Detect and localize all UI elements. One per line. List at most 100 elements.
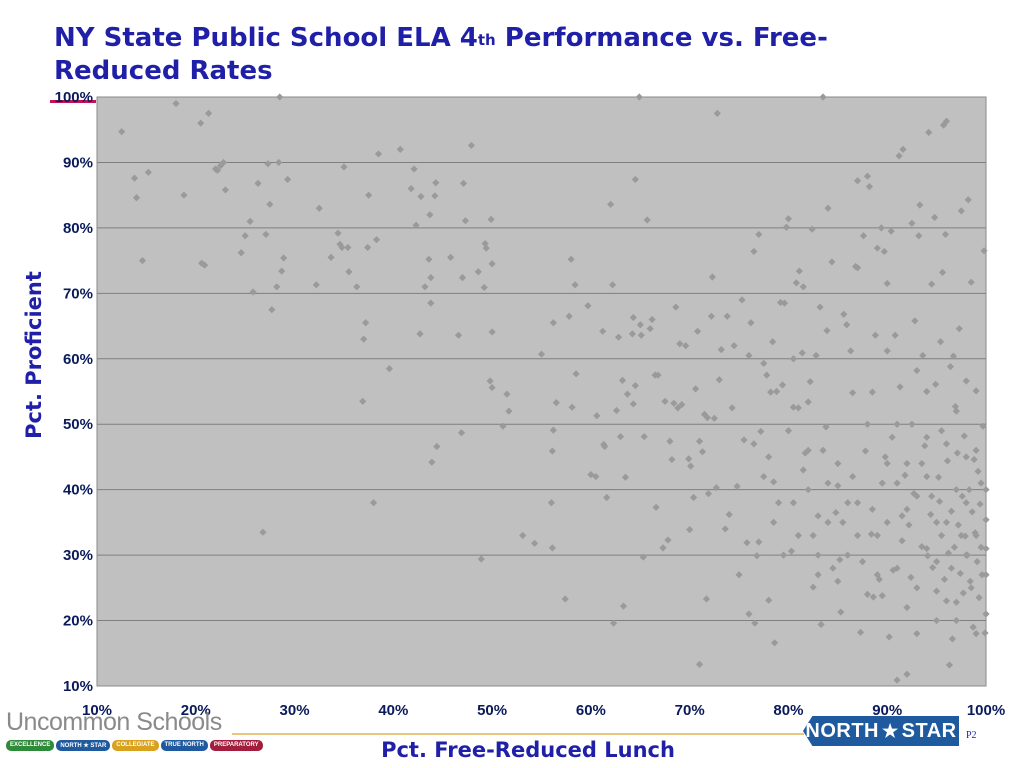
data-point (824, 204, 832, 212)
data-point (957, 531, 965, 540)
data-point (814, 571, 822, 579)
y-tick-label: 50% (63, 416, 93, 433)
data-point (977, 543, 985, 551)
data-point (659, 544, 667, 552)
title-rest: Performance vs. Free-Reduced Rates (54, 23, 828, 86)
data-point (915, 232, 923, 240)
data-point (686, 525, 694, 534)
data-point (552, 399, 560, 407)
data-point (499, 422, 507, 430)
data-point (878, 592, 886, 600)
data-point (808, 225, 816, 233)
data-point (474, 268, 482, 276)
data-point (205, 109, 213, 117)
data-point (819, 93, 827, 101)
data-point (704, 489, 713, 498)
data-point (937, 531, 946, 540)
data-point (839, 518, 847, 526)
data-point (942, 440, 951, 448)
data-point (968, 508, 976, 516)
data-point (822, 423, 830, 431)
data-point (607, 200, 615, 208)
data-point (599, 327, 607, 335)
data-point (360, 335, 368, 343)
network-pill: EXCELLENCE (6, 740, 55, 751)
y-tick-label: 40% (63, 482, 93, 499)
data-point (824, 479, 832, 487)
data-point (877, 224, 885, 232)
data-point (883, 279, 891, 288)
data-point (814, 551, 822, 559)
data-point (819, 446, 827, 454)
data-point (972, 387, 980, 395)
data-point (913, 630, 921, 638)
data-point (853, 264, 862, 272)
data-point (353, 283, 361, 291)
data-point (824, 518, 832, 526)
data-point (537, 350, 546, 358)
x-tick-label: 60% (576, 702, 606, 719)
data-point (776, 298, 785, 307)
data-point (407, 185, 415, 193)
data-point (895, 152, 903, 160)
data-point (695, 437, 704, 445)
data-point (817, 620, 825, 629)
x-tick-label: 10% (82, 702, 112, 719)
data-point (635, 93, 643, 101)
data-point (929, 563, 937, 572)
data-point (979, 422, 987, 430)
x-axis-ticks: 10% 20% 30% 40% 50% 60% 70% 80% 90% 100% (82, 702, 1005, 719)
y-tick-label: 70% (63, 285, 93, 302)
data-point (488, 383, 496, 392)
network-pill: TRUE NORTH (160, 740, 208, 751)
data-point (938, 268, 947, 276)
data-point (780, 299, 789, 307)
network-pill: PREPARATORY (209, 740, 263, 751)
data-point (792, 279, 800, 287)
data-point (873, 571, 881, 579)
data-point (863, 590, 872, 598)
data-point (639, 553, 647, 561)
data-point (130, 174, 139, 182)
data-point (969, 623, 977, 631)
data-point (698, 448, 707, 456)
data-point (618, 376, 627, 384)
data-point (417, 192, 425, 201)
data-point (844, 499, 852, 507)
data-point (903, 670, 911, 678)
data-point (757, 427, 765, 436)
data-point (942, 117, 951, 125)
network-pills: EXCELLENCE NORTH ★ STAR COLLEGIATE TRUE NOR… (6, 740, 263, 751)
plot-area (96, 96, 987, 687)
data-points (118, 93, 990, 684)
data-point (873, 531, 881, 540)
data-point (868, 388, 877, 396)
title-main: NY State Public School ELA 4 (54, 23, 478, 53)
y-axis-label: Pct. Proficient (22, 271, 46, 439)
data-point (661, 397, 669, 405)
data-point (447, 253, 455, 261)
data-point (924, 552, 932, 560)
accent-bar (50, 100, 96, 103)
data-point (798, 349, 806, 357)
y-tick-label: 30% (63, 547, 93, 564)
data-point (636, 321, 644, 329)
data-point (863, 420, 872, 428)
data-point (967, 278, 975, 286)
data-point (946, 363, 955, 371)
data-point (457, 429, 466, 437)
data-point (702, 595, 711, 603)
data-point (782, 223, 791, 231)
data-point (799, 466, 807, 474)
data-point (751, 619, 759, 627)
data-point (364, 243, 372, 252)
data-point (943, 457, 952, 465)
data-point (421, 283, 429, 291)
data-point (488, 260, 496, 268)
data-point (610, 619, 618, 627)
data-point (869, 593, 877, 601)
data-point (652, 503, 660, 511)
data-point (201, 261, 209, 269)
data-point (486, 377, 494, 385)
